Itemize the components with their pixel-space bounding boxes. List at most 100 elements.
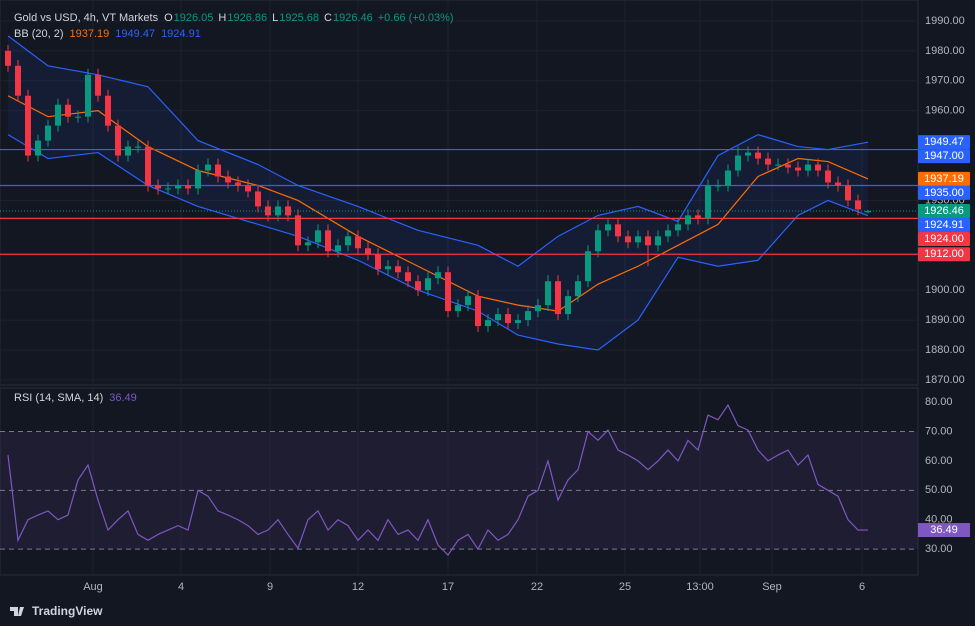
y-tick-label: 1890.00: [925, 314, 965, 326]
logo-icon: [10, 607, 24, 616]
candle-body: [135, 146, 141, 148]
x-tick-label: 6: [859, 581, 865, 593]
candle-body: [545, 281, 551, 306]
candle-body: [75, 116, 81, 118]
ohlc-name: C: [324, 12, 332, 24]
candle-body: [625, 236, 631, 243]
indicator-name: BB (20, 2): [14, 28, 64, 40]
price-label-box: [918, 185, 970, 200]
candle-body: [235, 182, 241, 186]
ohlc-value: 1926.86: [227, 12, 267, 24]
x-tick-label: Aug: [83, 581, 103, 593]
candle-body: [675, 224, 681, 231]
change: +0.66 (+0.03%): [378, 12, 454, 24]
candle-body: [535, 305, 541, 312]
candle-body: [695, 215, 701, 219]
x-tick-label: 25: [619, 581, 631, 593]
candle-body: [355, 236, 361, 249]
candle-body: [65, 104, 71, 117]
rsi-line: [7, 403, 869, 556]
candle-body: [35, 140, 41, 156]
candle-body: [505, 314, 511, 324]
candle-body: [835, 182, 841, 186]
candle-body: [225, 176, 231, 183]
candle-body: [665, 230, 671, 237]
candle-body: [595, 230, 601, 252]
candle-body: [405, 272, 411, 282]
candle-body: [105, 95, 111, 126]
candle-body: [725, 170, 731, 186]
candle-body: [455, 305, 461, 312]
price-label: 1947.00: [924, 150, 964, 162]
candle-body: [735, 155, 741, 171]
candle-body: [765, 158, 771, 165]
candle-body: [615, 224, 621, 237]
candle-body: [315, 230, 321, 243]
candle-body: [685, 215, 691, 225]
price-label-box: [918, 232, 970, 247]
candle-body: [345, 236, 351, 246]
candle-body: [15, 65, 21, 96]
rsi-pane: [0, 387, 919, 576]
candle-body: [25, 95, 31, 156]
x-tick-label: 17: [442, 581, 454, 593]
ohlc-value: 1926.05: [174, 12, 214, 24]
candle-body: [195, 170, 201, 189]
indicator-value: 1924.91: [161, 28, 201, 40]
indicator-value: 1949.47: [115, 28, 155, 40]
y-tick-label: 1990.00: [925, 15, 965, 27]
layer: 1990.001980.001970.001960.001930.001900.…: [0, 0, 970, 593]
candle-body: [365, 248, 371, 255]
candle-body: [415, 281, 421, 291]
band-fill: [8, 35, 868, 351]
price-label: 1912.00: [924, 248, 964, 260]
price-label: 36.49: [930, 524, 958, 536]
price-label-box: [918, 149, 970, 164]
candle-body: [325, 230, 331, 252]
logo-text: TradingView: [32, 604, 103, 618]
y-tick-label: 1880.00: [925, 344, 965, 356]
candle-body: [475, 296, 481, 327]
candle-body: [855, 200, 861, 210]
candle-body: [715, 185, 721, 187]
price-label-box: [918, 171, 970, 186]
candle-body: [85, 74, 91, 117]
candle-body: [775, 164, 781, 166]
x-tick-label: 13:00: [686, 581, 714, 593]
candle-body: [125, 146, 131, 156]
candle-body: [565, 296, 571, 315]
x-tick-label: 9: [267, 581, 273, 593]
candle-body: [435, 272, 441, 279]
band-line: [7, 95, 869, 312]
y-tick-label: 1980.00: [925, 45, 965, 57]
candle-body: [5, 50, 11, 66]
candle-body: [395, 266, 401, 273]
candle-body: [335, 245, 341, 252]
band-line: [7, 35, 869, 267]
candle-body: [245, 185, 251, 192]
candle-body: [645, 236, 651, 246]
candle-body: [845, 185, 851, 201]
y-tick-label: 70.00: [925, 425, 953, 437]
y-tick-label: 1960.00: [925, 105, 965, 117]
indicator-name: RSI (14, SMA, 14): [14, 392, 103, 404]
candle-body: [465, 296, 471, 306]
candle-body: [745, 152, 751, 156]
candle-body: [375, 254, 381, 270]
candle-body: [525, 311, 531, 321]
price-label: 1924.00: [924, 233, 964, 245]
y-tick-label: 40.00: [925, 514, 953, 526]
y-tick-label: 80.00: [925, 396, 953, 408]
candle-body: [55, 104, 61, 126]
candle-body: [805, 164, 811, 171]
y-tick-label: 1900.00: [925, 284, 965, 296]
indicator-value: 36.49: [109, 392, 137, 404]
price-label-box: [918, 523, 970, 538]
candle-body: [485, 320, 491, 327]
x-tick-label: Sep: [762, 581, 782, 593]
indicator-value: 1937.19: [70, 28, 110, 40]
candle-body: [255, 191, 261, 207]
candle-body: [295, 215, 301, 246]
candle-body: [115, 125, 121, 156]
